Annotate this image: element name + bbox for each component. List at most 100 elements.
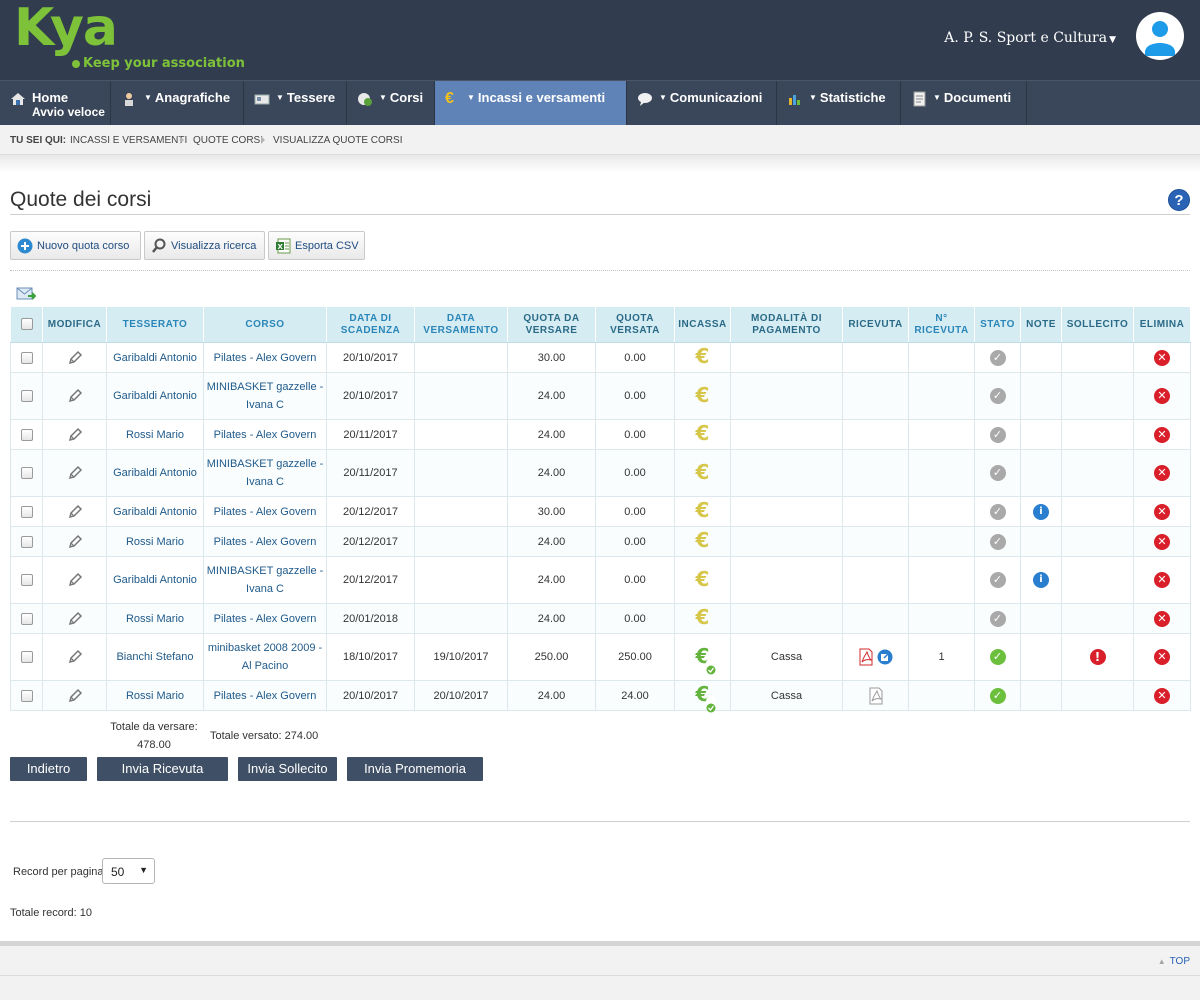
export-csv-button[interactable]: X Esporta CSV bbox=[268, 231, 365, 260]
delete-icon[interactable]: ✕ bbox=[1154, 610, 1170, 627]
send-promemoria-button[interactable]: Invia Promemoria bbox=[347, 757, 483, 781]
course-name[interactable]: Pilates - Alex Govern bbox=[203, 526, 327, 557]
euro-collect-icon[interactable]: € bbox=[695, 498, 710, 522]
member-name[interactable]: Bianchi Stefano bbox=[106, 633, 204, 681]
member-name[interactable]: Garibaldi Antonio bbox=[106, 372, 204, 420]
pencil-icon[interactable] bbox=[66, 648, 84, 666]
course-name[interactable]: Pilates - Alex Govern bbox=[203, 419, 327, 450]
euro-collect-icon[interactable]: € bbox=[695, 566, 710, 591]
column-header[interactable]: Stato bbox=[974, 306, 1021, 343]
row-checkbox[interactable] bbox=[20, 428, 33, 441]
delete-icon[interactable]: ✕ bbox=[1154, 349, 1170, 366]
breadcrumb-item[interactable]: Incassi e versamenti bbox=[70, 135, 188, 146]
menu-corsi[interactable]: ▼ Corsi bbox=[347, 81, 435, 125]
back-to-top-link[interactable]: ▲ TOP bbox=[1157, 956, 1190, 967]
euro-collect-icon[interactable]: € bbox=[695, 382, 710, 407]
row-checkbox[interactable] bbox=[20, 535, 33, 548]
pencil-icon[interactable] bbox=[66, 687, 84, 705]
records-per-page-select[interactable]: 50 ▼ bbox=[102, 858, 155, 884]
pdf-receipt-icon[interactable] bbox=[868, 687, 884, 705]
user-avatar-icon[interactable] bbox=[1136, 12, 1184, 60]
send-receipt-button[interactable]: Invia Ricevuta bbox=[97, 757, 228, 781]
course-name[interactable]: MINIBASKET gazzelle - Ivana C bbox=[203, 556, 327, 604]
menu-comunicazioni[interactable]: ▼ Comunicazioni bbox=[627, 81, 777, 125]
member-name[interactable]: Rossi Mario bbox=[106, 603, 204, 634]
info-icon[interactable]: i bbox=[1033, 503, 1049, 520]
pencil-icon[interactable] bbox=[66, 387, 84, 405]
section-divider bbox=[10, 821, 1190, 822]
row-checkbox[interactable] bbox=[20, 651, 33, 664]
delete-icon[interactable]: ✕ bbox=[1154, 649, 1170, 666]
member-name[interactable]: Garibaldi Antonio bbox=[106, 496, 204, 527]
row-checkbox[interactable] bbox=[20, 505, 33, 518]
send-mail-icon[interactable] bbox=[16, 286, 37, 302]
member-name[interactable]: Garibaldi Antonio bbox=[106, 449, 204, 497]
delete-icon[interactable]: ✕ bbox=[1154, 426, 1170, 443]
euro-collect-icon[interactable]: € bbox=[695, 528, 710, 552]
euro-collect-icon[interactable]: € bbox=[695, 344, 710, 368]
member-name[interactable]: Garibaldi Antonio bbox=[106, 342, 204, 373]
receipt-cell bbox=[842, 372, 909, 420]
new-course-fee-button[interactable]: Nuovo quota corso bbox=[10, 231, 141, 260]
course-name[interactable]: minibasket 2008 2009 - Al Pacino bbox=[203, 633, 327, 681]
breadcrumb-item[interactable]: Quote corsi bbox=[193, 135, 264, 146]
euro-collect-icon[interactable]: € bbox=[695, 605, 710, 629]
euro-collect-icon[interactable]: € bbox=[695, 421, 710, 445]
delete-icon[interactable]: ✕ bbox=[1154, 503, 1170, 520]
kya-logo[interactable]: Kya Keep your association bbox=[14, 0, 254, 76]
menu-tessere[interactable]: ▼ Tessere bbox=[244, 81, 347, 125]
euro-collect-icon[interactable]: € bbox=[695, 459, 710, 484]
edit-receipt-icon[interactable] bbox=[877, 649, 893, 665]
pencil-icon[interactable] bbox=[66, 571, 84, 589]
menu-home[interactable]: Home Avvio veloce bbox=[0, 81, 111, 125]
pencil-icon[interactable] bbox=[66, 503, 84, 521]
course-name[interactable]: Pilates - Alex Govern bbox=[203, 603, 327, 634]
show-search-button[interactable]: Visualizza ricerca bbox=[144, 231, 265, 260]
menu-statistiche[interactable]: ▼ Statistiche bbox=[777, 81, 901, 125]
pencil-icon[interactable] bbox=[66, 349, 84, 367]
info-icon[interactable]: i bbox=[1033, 572, 1049, 589]
euro-paid-icon[interactable]: € bbox=[694, 684, 716, 713]
member-name[interactable]: Garibaldi Antonio bbox=[106, 556, 204, 604]
table-row: Bianchi Stefano minibasket 2008 2009 - Al… bbox=[10, 633, 1191, 681]
course-name[interactable]: MINIBASKET gazzelle - Ivana C bbox=[203, 449, 327, 497]
menu-incassi-versamenti[interactable]: € ▼ Incassi e versamenti bbox=[435, 81, 627, 125]
member-name[interactable]: Rossi Mario bbox=[106, 526, 204, 557]
menu-documenti[interactable]: ▼ Documenti bbox=[901, 81, 1027, 125]
course-name[interactable]: Pilates - Alex Govern bbox=[203, 680, 327, 711]
association-menu[interactable]: A. P. S. Sport e Cultura ▼ bbox=[944, 30, 1116, 46]
pencil-icon[interactable] bbox=[66, 533, 84, 551]
back-button[interactable]: Indietro bbox=[10, 757, 87, 781]
column-header[interactable]: N° ricevuta bbox=[908, 306, 975, 343]
row-checkbox[interactable] bbox=[20, 574, 33, 587]
column-header[interactable]: Data versamento bbox=[414, 306, 508, 343]
alert-icon[interactable]: ! bbox=[1089, 649, 1106, 666]
row-checkbox[interactable] bbox=[20, 612, 33, 625]
row-checkbox[interactable] bbox=[20, 689, 33, 702]
course-name[interactable]: Pilates - Alex Govern bbox=[203, 496, 327, 527]
row-checkbox[interactable] bbox=[20, 390, 33, 403]
course-name[interactable]: MINIBASKET gazzelle - Ivana C bbox=[203, 372, 327, 420]
delete-icon[interactable]: ✕ bbox=[1154, 572, 1170, 589]
row-checkbox[interactable] bbox=[20, 351, 33, 364]
delete-icon[interactable]: ✕ bbox=[1154, 388, 1170, 405]
pencil-icon[interactable] bbox=[66, 464, 84, 482]
pencil-icon[interactable] bbox=[66, 426, 84, 444]
pencil-icon[interactable] bbox=[66, 610, 84, 628]
help-icon[interactable]: ? bbox=[1168, 189, 1190, 211]
row-checkbox[interactable] bbox=[20, 467, 33, 480]
column-header[interactable]: Corso bbox=[203, 306, 327, 343]
euro-paid-icon[interactable]: € bbox=[694, 646, 716, 674]
delete-icon[interactable]: ✕ bbox=[1154, 687, 1170, 704]
member-name[interactable]: Rossi Mario bbox=[106, 680, 204, 711]
course-name[interactable]: Pilates - Alex Govern bbox=[203, 342, 327, 373]
delete-icon[interactable]: ✕ bbox=[1154, 533, 1170, 550]
member-name[interactable]: Rossi Mario bbox=[106, 419, 204, 450]
pdf-receipt-icon[interactable] bbox=[858, 648, 874, 666]
select-all-checkbox[interactable] bbox=[20, 318, 33, 331]
column-header[interactable]: Tesserato bbox=[106, 306, 204, 343]
menu-anagrafiche[interactable]: ▼ Anagrafiche bbox=[111, 81, 244, 125]
send-reminder-button[interactable]: Invia Sollecito bbox=[238, 757, 337, 781]
delete-icon[interactable]: ✕ bbox=[1154, 465, 1170, 482]
column-header[interactable]: Data di scadenza bbox=[326, 306, 415, 343]
